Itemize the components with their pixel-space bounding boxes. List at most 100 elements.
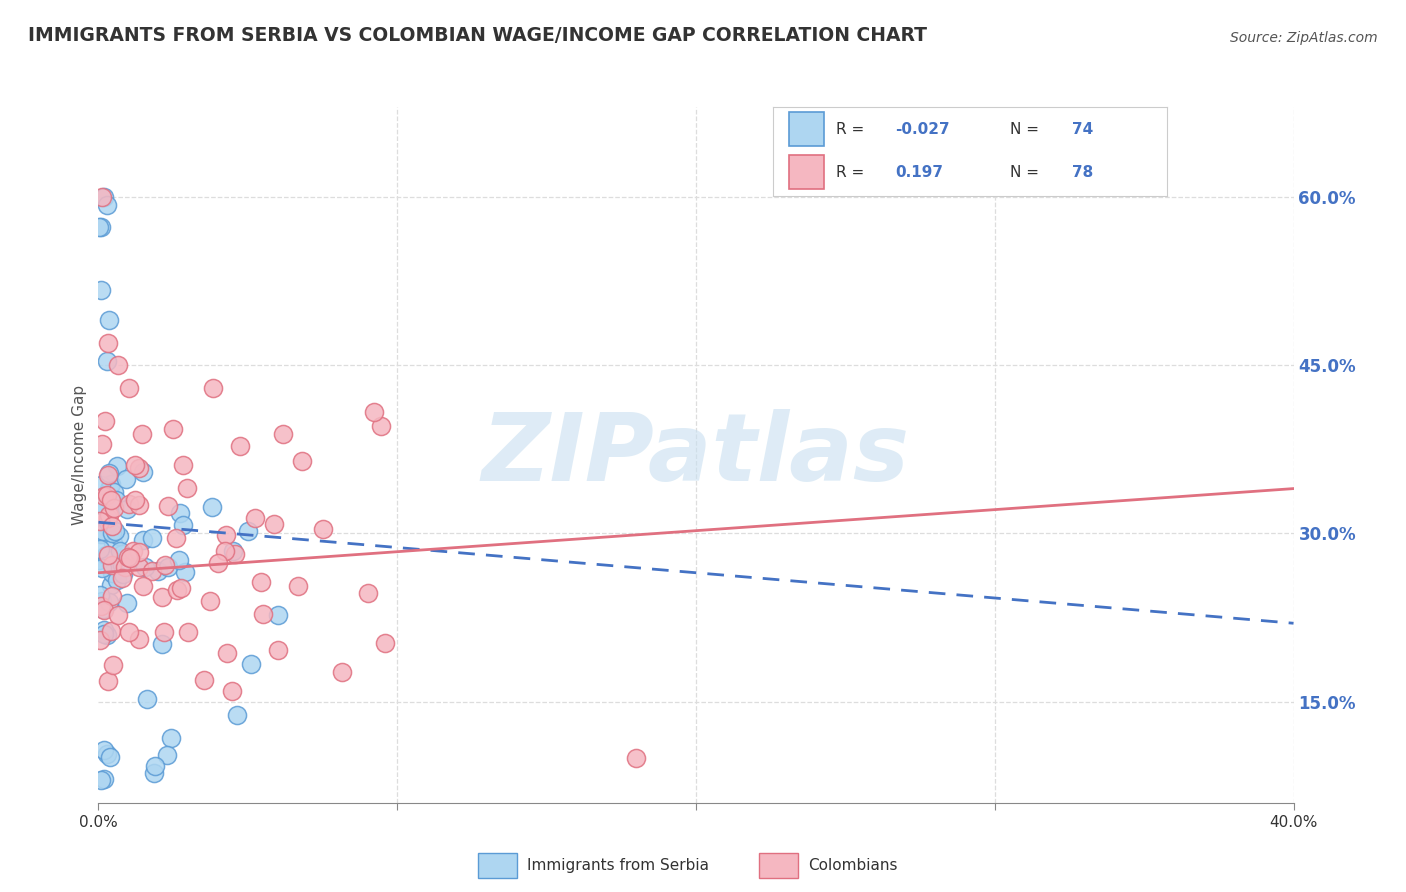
Point [363, 405, 385, 419]
Point [374, 635, 396, 649]
Point [273, 427, 295, 442]
Point [103, 500, 125, 515]
Point [90, 220, 112, 235]
Point [93, 627, 115, 641]
Point [87, 553, 110, 567]
Point [98, 313, 121, 327]
Point [252, 607, 274, 621]
Point [128, 560, 150, 574]
Point [105, 492, 128, 507]
Point [115, 501, 138, 516]
Text: IMMIGRANTS FROM SERBIA VS COLOMBIAN WAGE/INCOME GAP CORRELATION CHART: IMMIGRANTS FROM SERBIA VS COLOMBIAN WAGE… [28, 26, 927, 45]
Point [287, 579, 309, 593]
Point [132, 579, 155, 593]
FancyBboxPatch shape [789, 112, 824, 146]
Point [156, 559, 179, 574]
Text: N =: N = [1010, 165, 1043, 179]
Point [311, 522, 333, 536]
Point [156, 748, 179, 763]
Point [93, 623, 115, 637]
Point [90, 772, 112, 787]
Point [101, 566, 124, 580]
Point [229, 439, 252, 453]
Point [136, 692, 159, 706]
Point [100, 492, 122, 507]
Point [97, 511, 120, 525]
Point [111, 571, 134, 585]
Point [93, 603, 115, 617]
Point [100, 518, 122, 533]
Point [128, 632, 150, 646]
Point [236, 524, 259, 539]
Point [96, 354, 118, 368]
Point [370, 418, 392, 433]
Point [98, 595, 121, 609]
Point [115, 472, 138, 486]
Point [156, 499, 179, 513]
Point [96, 747, 118, 761]
Point [142, 766, 165, 780]
Point [118, 625, 141, 640]
Point [117, 555, 139, 569]
Point [165, 531, 187, 545]
Point [167, 552, 190, 566]
Point [131, 465, 153, 479]
Point [202, 381, 225, 395]
Point [146, 564, 169, 578]
Point [291, 454, 314, 468]
Point [215, 527, 238, 541]
Point [152, 624, 174, 639]
Point [107, 358, 129, 372]
Point [162, 422, 184, 436]
Point [97, 508, 120, 522]
Point [111, 547, 134, 561]
Point [97, 467, 120, 482]
Point [93, 743, 115, 757]
Point [118, 381, 141, 395]
Point [166, 582, 188, 597]
Point [101, 558, 124, 572]
Point [117, 550, 139, 565]
Text: 78: 78 [1073, 165, 1094, 179]
Text: N =: N = [1010, 122, 1043, 136]
Point [91, 437, 114, 451]
Point [249, 574, 271, 589]
Text: Source: ZipAtlas.com: Source: ZipAtlas.com [1230, 30, 1378, 45]
Point [222, 543, 245, 558]
Point [207, 556, 229, 570]
Point [103, 484, 125, 499]
Point [93, 190, 115, 204]
Point [131, 427, 153, 442]
Text: Colombians: Colombians [808, 858, 898, 872]
Text: 74: 74 [1073, 122, 1094, 136]
Point [174, 566, 197, 580]
Point [132, 533, 155, 548]
Point [330, 665, 353, 679]
Point [150, 590, 173, 604]
Point [201, 500, 224, 515]
Point [193, 673, 215, 688]
Point [215, 647, 238, 661]
Point [101, 590, 124, 604]
Point [104, 524, 127, 538]
Point [141, 564, 163, 578]
Point [169, 506, 191, 520]
Text: R =: R = [837, 122, 869, 136]
Point [96, 515, 118, 529]
Point [98, 467, 121, 481]
Point [626, 751, 648, 765]
Text: Immigrants from Serbia: Immigrants from Serbia [527, 858, 709, 872]
Text: R =: R = [837, 165, 869, 179]
Point [100, 525, 122, 540]
Point [263, 516, 285, 531]
Point [214, 544, 236, 558]
Point [267, 607, 290, 622]
Point [97, 674, 120, 689]
Point [90, 190, 112, 204]
Point [240, 657, 263, 671]
Point [128, 461, 150, 475]
Point [101, 566, 124, 581]
Point [93, 489, 115, 503]
Point [150, 637, 173, 651]
Point [90, 478, 112, 492]
